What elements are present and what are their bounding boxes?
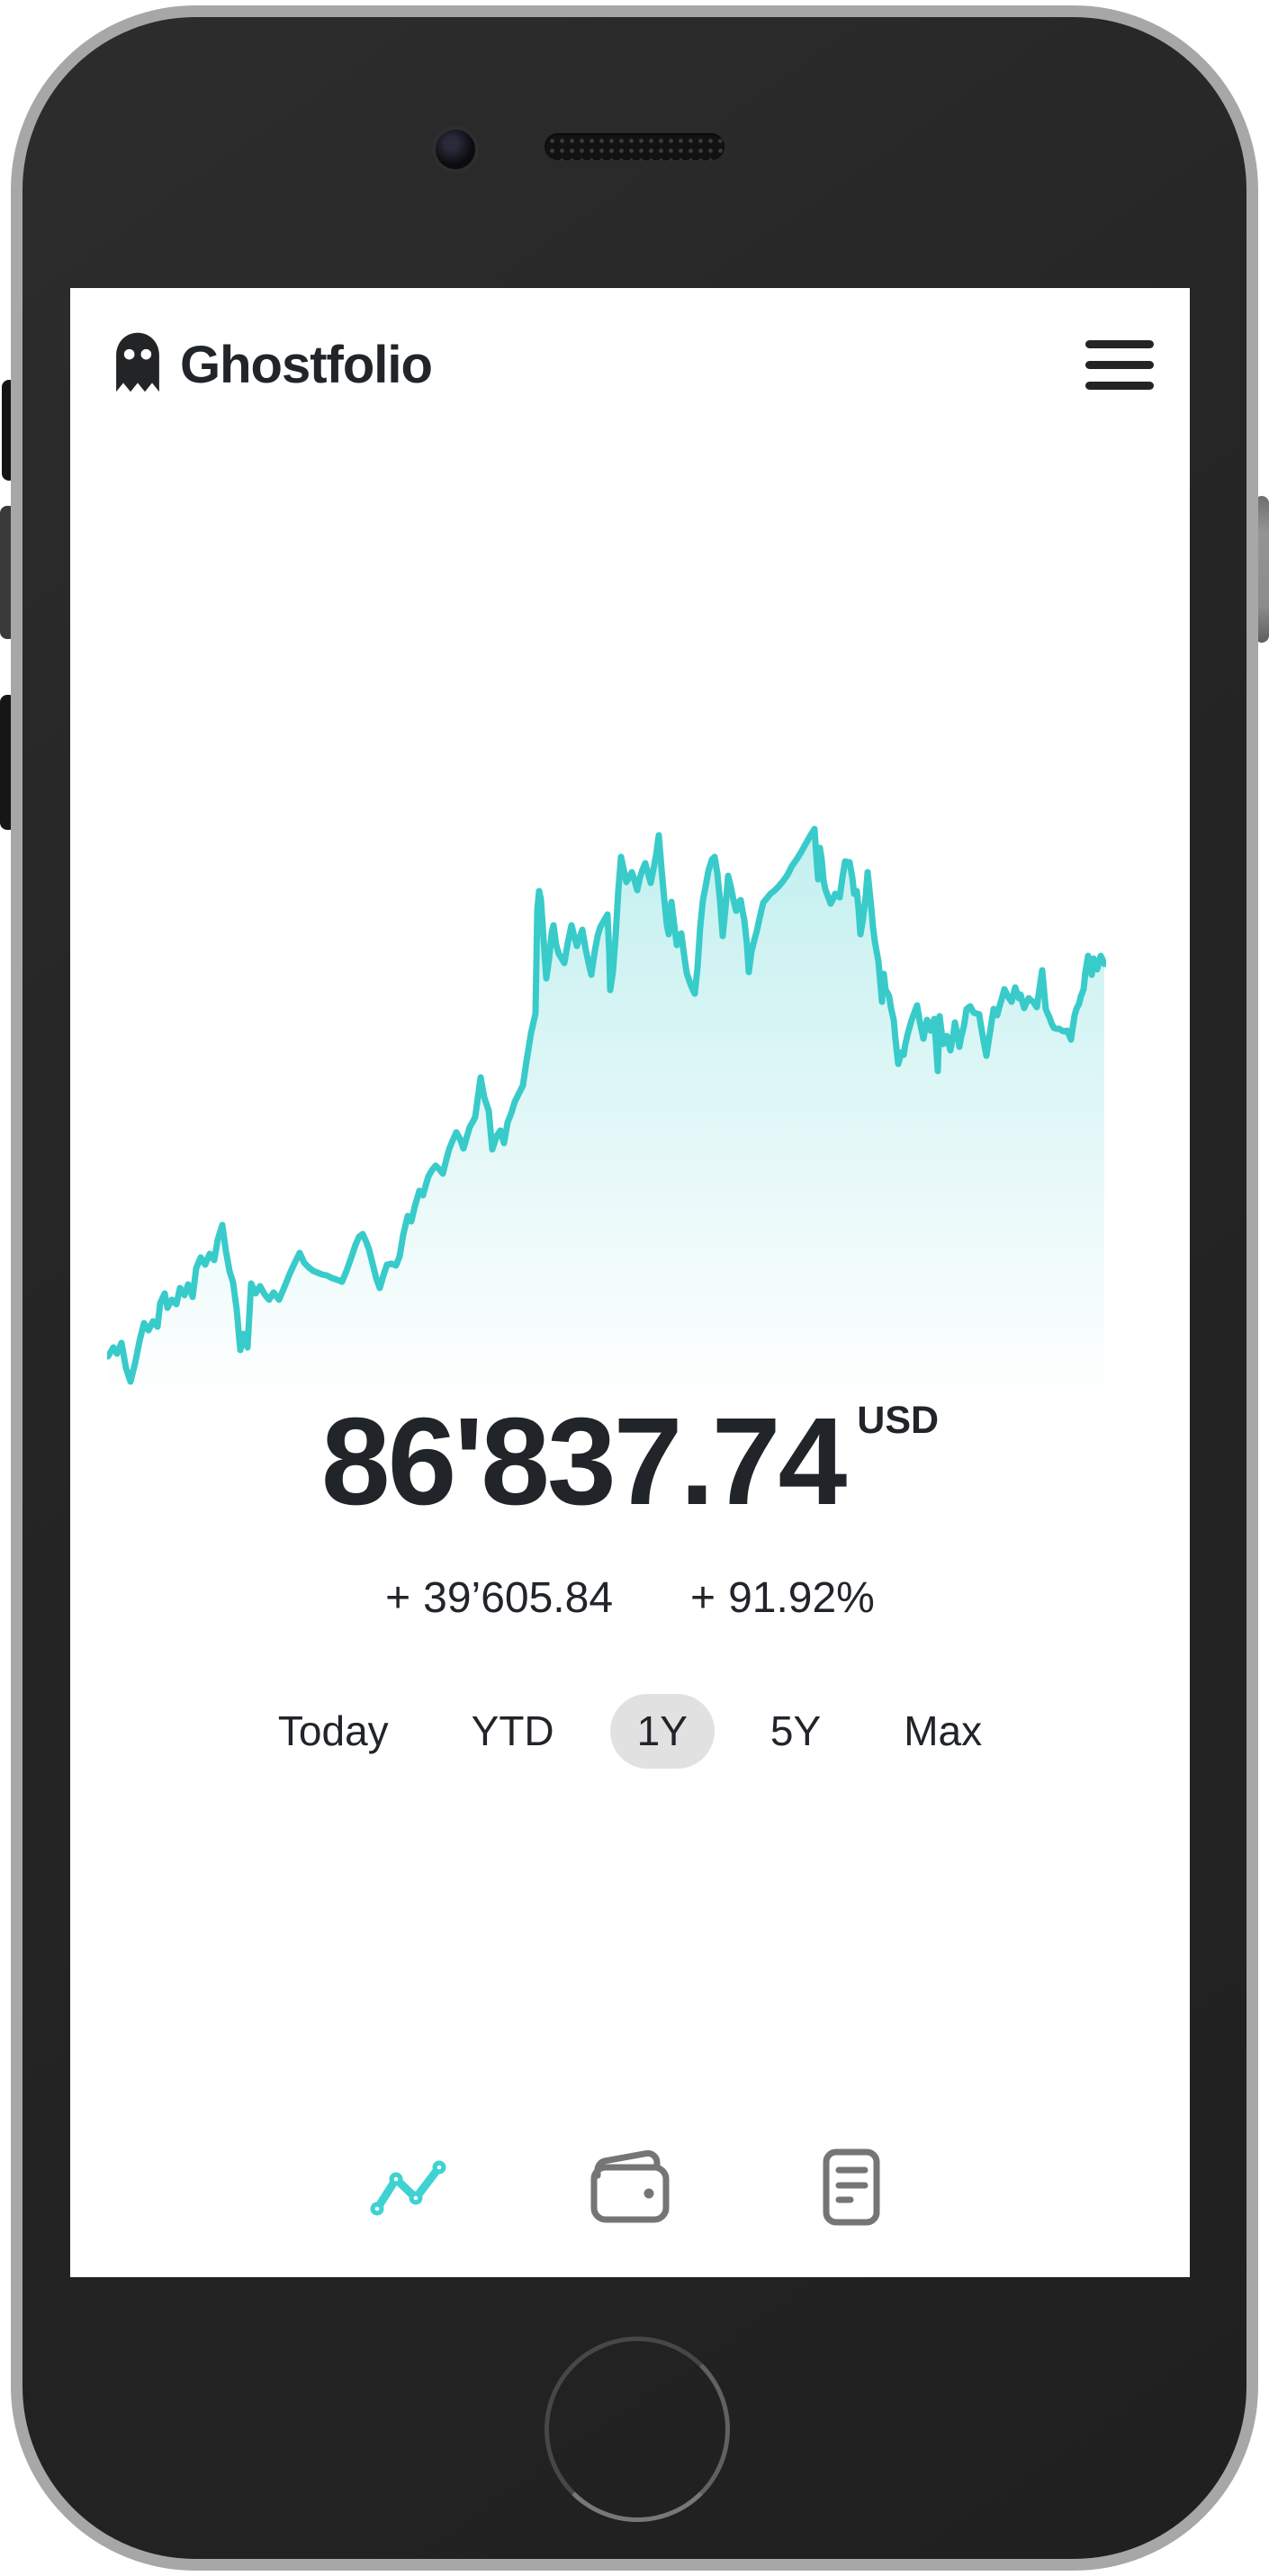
nav-item-transactions[interactable] [811,2147,892,2228]
line-chart-icon [370,2157,447,2218]
currency-label: USD [857,1399,940,1442]
app-screen: Ghostfolio 86'837.74 USD + 39’605.84 + [70,288,1190,2277]
brand: Ghostfolio [113,331,433,399]
range-tab-5y[interactable]: 5Y [743,1694,848,1769]
absolute-change-value: 39’605.84 [423,1574,614,1622]
bottom-navigation [70,2146,1190,2229]
plus-sign: + [690,1574,716,1622]
front-camera [432,126,479,173]
percent-change: + 91.92% [690,1573,875,1623]
document-list-icon [823,2148,880,2226]
nav-item-overview[interactable] [368,2147,449,2228]
percent-change-value: 91.92% [728,1574,875,1622]
area-chart-canvas [107,825,1106,1401]
range-tab-today[interactable]: Today [251,1694,416,1769]
hamburger-menu-icon[interactable] [1085,335,1154,395]
ghost-icon [113,331,162,399]
absolute-change: + 39’605.84 [385,1573,613,1623]
range-tab-max[interactable]: Max [877,1694,1009,1769]
performance-change-row: + 39’605.84 + 91.92% [70,1573,1190,1623]
app-title: Ghostfolio [180,335,433,394]
portfolio-total-value: 86'837.74 [320,1392,847,1531]
earpiece-speaker [544,133,724,160]
portfolio-value-row: 86'837.74 USD [70,1397,1190,1527]
app-header: Ghostfolio [113,324,1154,405]
nav-item-accounts[interactable] [590,2147,670,2228]
home-button [544,2337,730,2522]
range-tab-1y[interactable]: 1Y [609,1694,715,1769]
wallet-icon [590,2150,670,2224]
portfolio-performance-chart [107,815,1106,1407]
range-tab-ytd[interactable]: YTD [445,1694,581,1769]
power-button [1255,496,1269,643]
date-range-selector: Today YTD 1Y 5Y Max [70,1694,1190,1769]
plus-sign: + [385,1574,411,1622]
